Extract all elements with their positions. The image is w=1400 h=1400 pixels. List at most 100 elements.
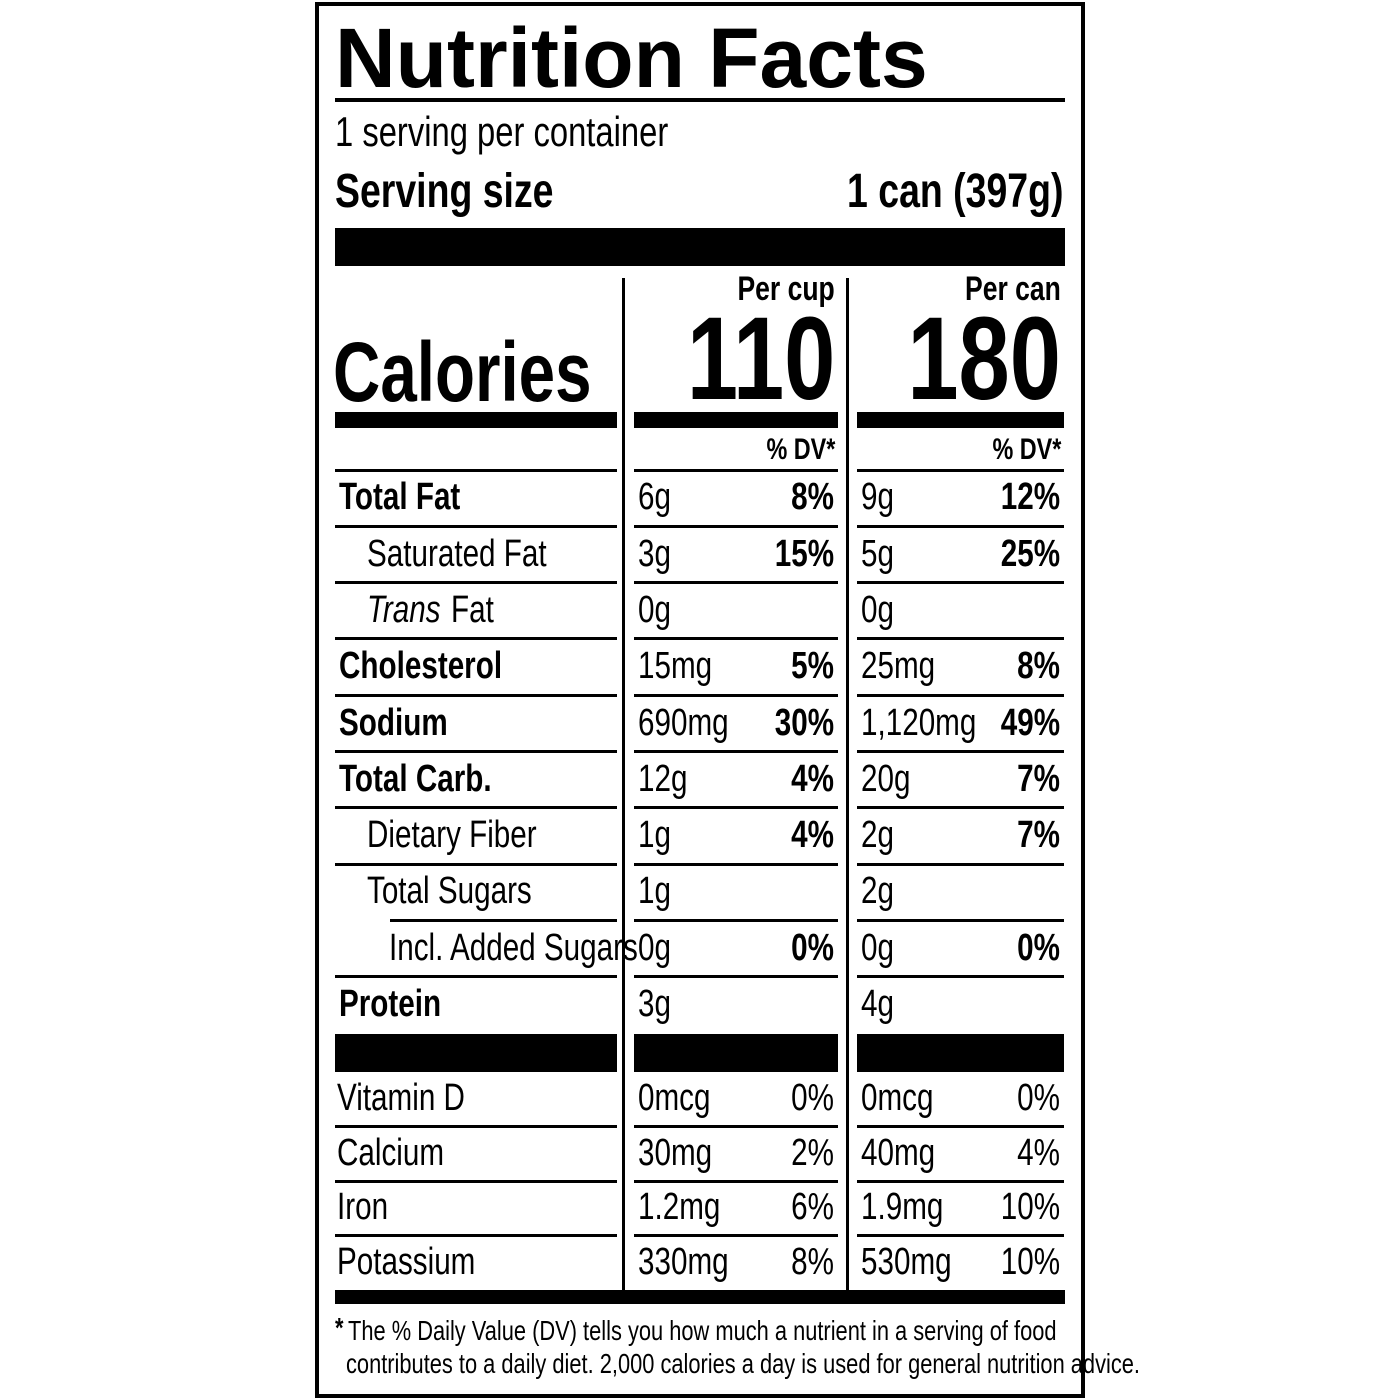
daily-value: 4% [791,757,834,800]
amount: 6g [638,476,671,519]
amount: 25mg [861,645,936,688]
vitamin-name: Vitamin D [337,1077,465,1120]
thick-bar [634,1034,838,1072]
daily-value: 10% [1000,1186,1060,1229]
daily-value: 7% [1017,814,1060,857]
amount: 0g [861,926,894,969]
amount: 330mg [638,1240,729,1283]
row-rule [335,1234,617,1237]
footnote-line: The % Daily Value (DV) tells you how muc… [348,1315,1057,1347]
nutrient-name: Total Carb. [339,757,492,800]
amount: 2g [861,870,894,913]
vitamin-name: Calcium [337,1131,445,1174]
nutrient-name-italic: Trans [367,588,441,631]
row-rule [857,975,1064,979]
nutrient-name: Incl. Added Sugars [389,926,638,969]
row-rule [634,693,838,697]
row-rule [857,806,1064,810]
row-rule [857,1179,1064,1183]
amount: 0mcg [861,1077,934,1120]
row-rule [857,1234,1064,1237]
row-rule [335,468,617,472]
amount: 0g [638,588,671,631]
row-rule [335,1179,617,1183]
row-rule [857,693,1064,697]
daily-value: 25% [1000,532,1060,575]
dv-header: % DV* [992,433,1061,466]
daily-value: 8% [791,476,834,519]
amount: 40mg [861,1131,936,1174]
row-rule [634,975,838,979]
row-rule [857,750,1064,753]
daily-value: 0% [791,1077,834,1120]
daily-value: 30% [774,701,834,744]
amount: 0mcg [638,1077,711,1120]
row-rule [634,468,838,472]
row-rule [857,862,1064,866]
row-rule [335,806,617,810]
row-rule [634,1125,838,1128]
row-rule [634,750,838,753]
amount: 3g [638,532,671,575]
daily-value: 8% [791,1240,834,1283]
daily-value: 4% [791,814,834,857]
row-rule [857,918,1064,922]
column-heading: Per can [965,269,1061,308]
serving-size: 1 can (397g) [846,165,1063,219]
row-rule [634,524,838,528]
daily-value: 0% [1017,1077,1060,1120]
row-rule [634,637,838,641]
daily-value: 12% [1000,476,1060,519]
amount: 15mg [638,645,713,688]
nutrient-name: Protein [339,983,442,1026]
row-rule [634,1234,838,1237]
row-rule [335,750,617,753]
vitamin-name: Iron [337,1186,389,1229]
thick-bar [335,1290,1065,1304]
vitamin-name: Potassium [337,1240,476,1283]
amount: 530mg [861,1240,952,1283]
daily-value: 5% [791,645,834,688]
amount: 1g [638,814,671,857]
row-rule [335,862,617,866]
row-rule [335,637,617,641]
row-rule [634,806,838,810]
thick-bar [335,1034,617,1072]
daily-value: 7% [1017,757,1060,800]
amount: 4g [861,983,894,1026]
nutrient-name: Sodium [339,701,448,744]
daily-value: 4% [1017,1131,1060,1174]
label-border [315,2,1085,1398]
daily-value: 8% [1017,645,1060,688]
row-rule [857,524,1064,528]
calories-value: 110 [686,293,835,426]
bar [857,412,1064,428]
row-rule [857,637,1064,641]
nutrient-name: Fat [451,588,494,631]
bar [335,412,617,428]
daily-value: 49% [1000,701,1060,744]
row-rule [857,1125,1064,1128]
daily-value: 0% [791,926,834,969]
amount: 1,120mg [861,701,977,744]
amount: 20g [861,757,911,800]
nutrient-name: Total Sugars [367,870,532,913]
daily-value: 10% [1000,1240,1060,1283]
amount: 3g [638,983,671,1026]
footnote-line: contributes to a daily diet. 2,000 calor… [346,1348,1140,1380]
amount: 0g [638,926,671,969]
row-rule [634,1179,838,1183]
title: Nutrition Facts [335,10,928,105]
daily-value: 2% [791,1131,834,1174]
amount: 0g [861,588,894,631]
row-rule [857,581,1064,585]
row-rule [634,918,838,922]
amount: 30mg [638,1131,713,1174]
calories-value: 180 [907,293,1061,426]
rule [335,98,1065,102]
column-divider [846,278,849,1290]
footnote-mark: * [335,1312,344,1344]
column-divider [622,278,625,1290]
dv-header: % DV* [766,433,835,466]
